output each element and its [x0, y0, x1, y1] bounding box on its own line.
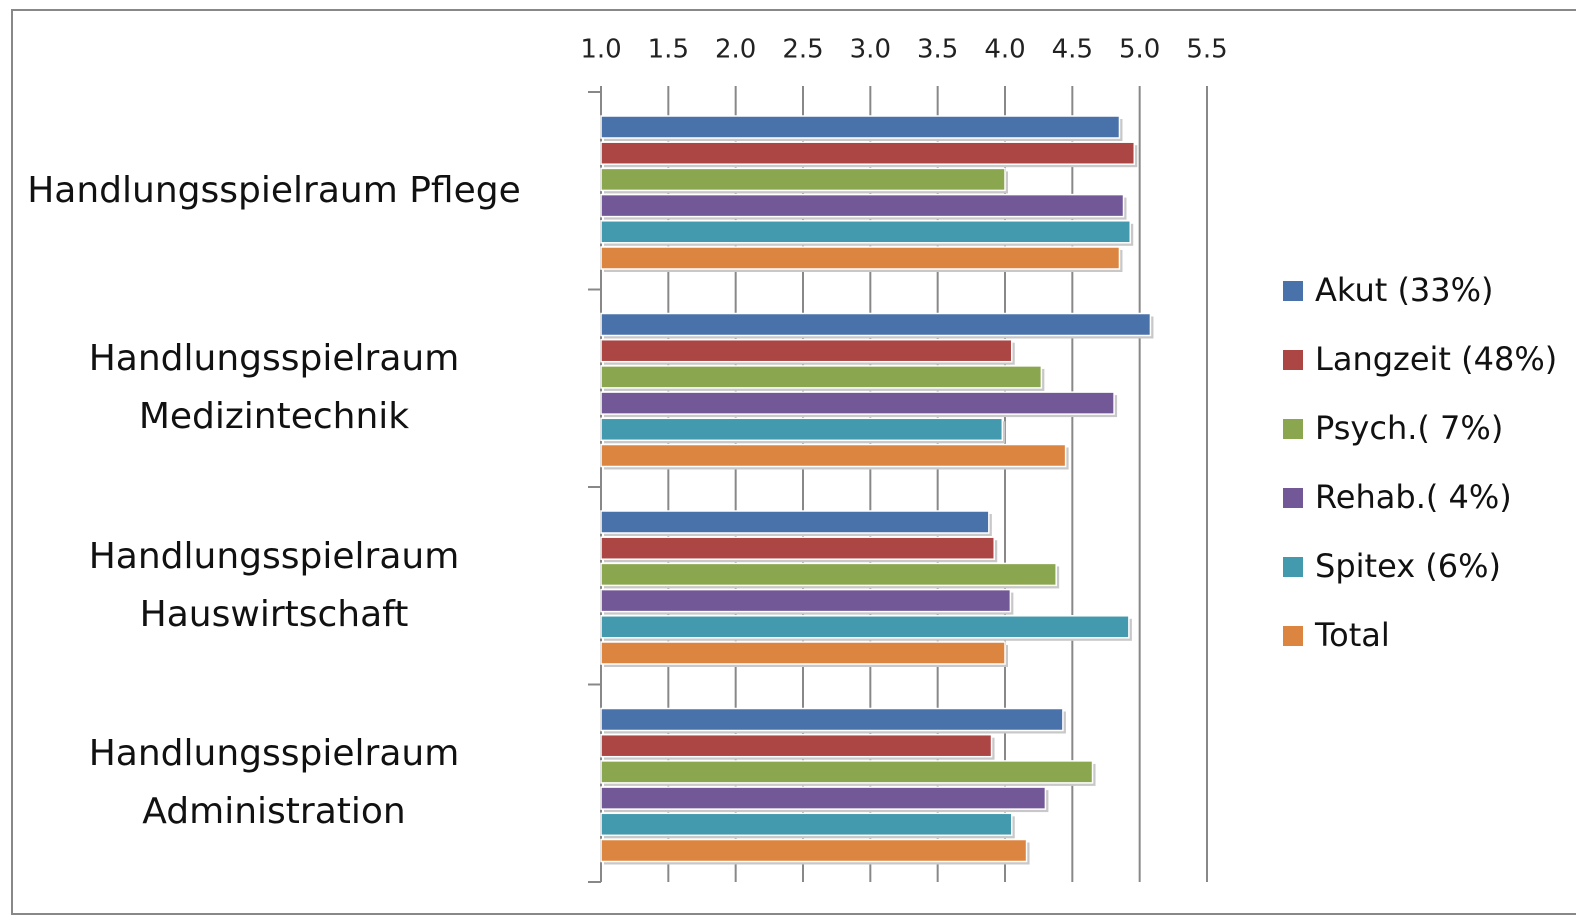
frame — [11, 9, 1576, 915]
legend-swatch — [1283, 557, 1303, 577]
legend-swatch — [1283, 419, 1303, 439]
bar — [600, 786, 1047, 810]
legend-label: Rehab.( 4%) — [1315, 478, 1512, 516]
bar — [600, 391, 1115, 415]
legend-label: Psych.( 7%) — [1315, 409, 1503, 447]
x-tick-label: 1.0 — [580, 35, 621, 65]
bar — [600, 812, 1013, 837]
bar — [600, 562, 1057, 587]
bar — [600, 838, 1028, 863]
legend-label: Akut (33%) — [1315, 271, 1494, 309]
x-tick-label: 5.5 — [1186, 35, 1227, 65]
bar — [600, 760, 1094, 784]
x-tick-label: 3.5 — [917, 35, 958, 65]
y-tick-label: Handlungsspielraum Pflege — [27, 169, 521, 211]
bar — [600, 588, 1012, 613]
bar — [600, 220, 1131, 244]
bar — [600, 338, 1013, 363]
x-tick-label: 3.0 — [850, 35, 891, 65]
bar — [600, 641, 1006, 665]
bar — [600, 246, 1121, 270]
bar — [600, 615, 1130, 639]
legend-label: Spitex (6%) — [1315, 547, 1501, 585]
bar — [600, 536, 995, 560]
bar — [600, 733, 993, 758]
x-tick-label: 2.0 — [715, 35, 756, 65]
x-tick-label: 4.0 — [984, 35, 1025, 65]
bar — [600, 312, 1152, 337]
bar — [600, 443, 1067, 468]
y-tick-label: Handlungsspielraum Administration — [88, 733, 460, 833]
legend-swatch — [1283, 350, 1303, 370]
x-tick-label: 5.0 — [1119, 35, 1160, 65]
bar — [600, 115, 1121, 139]
x-tick-label: 1.5 — [648, 35, 689, 65]
bar — [600, 193, 1125, 218]
legend-swatch — [1283, 488, 1303, 508]
bar — [600, 167, 1006, 192]
bar — [600, 707, 1064, 732]
x-tick-label: 2.5 — [782, 35, 823, 65]
bar — [600, 365, 1043, 389]
y-tick-label: Handlungsspielraum Medizintechnik — [88, 338, 460, 438]
legend-swatch — [1283, 281, 1303, 301]
x-tick-label: 4.5 — [1052, 35, 1093, 65]
bar — [600, 141, 1136, 165]
y-tick-label: Handlungsspielraum Hauswirtschaft — [88, 535, 460, 635]
bar — [600, 417, 1004, 442]
legend-swatch — [1283, 626, 1303, 646]
legend-label: Langzeit (48%) — [1315, 340, 1557, 378]
legend-label: Total — [1314, 616, 1390, 654]
bar — [600, 510, 990, 534]
